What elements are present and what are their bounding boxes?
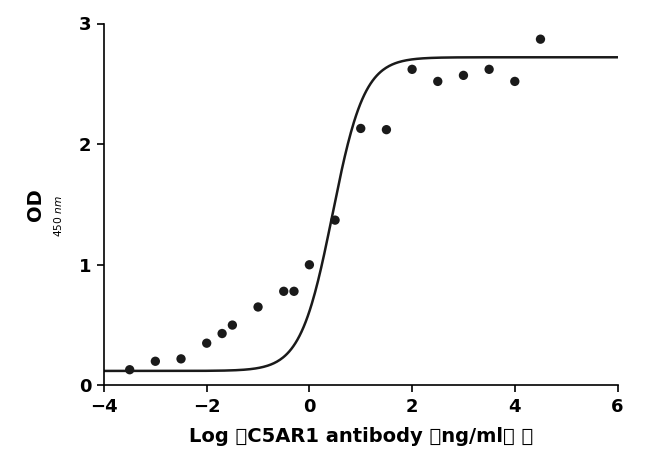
Point xyxy=(278,288,289,295)
X-axis label: Log （C5AR1 antibody （ng/ml） ）: Log （C5AR1 antibody （ng/ml） ） xyxy=(188,427,533,446)
Point xyxy=(227,321,237,329)
Point xyxy=(253,303,263,311)
Point xyxy=(356,125,366,132)
Text: $_{450\ nm}$: $_{450\ nm}$ xyxy=(51,194,66,236)
Point xyxy=(289,288,299,295)
Point xyxy=(217,330,228,337)
Point xyxy=(124,366,135,374)
Point xyxy=(381,126,391,133)
Point xyxy=(536,35,546,43)
Point xyxy=(202,339,212,347)
Text: OD: OD xyxy=(26,188,45,221)
Point xyxy=(176,355,186,363)
Point xyxy=(407,66,417,73)
Point xyxy=(510,78,520,85)
Point xyxy=(484,66,494,73)
Point xyxy=(304,261,315,268)
Point xyxy=(433,78,443,85)
Point xyxy=(330,216,341,224)
Point xyxy=(150,358,161,365)
Point xyxy=(458,71,469,79)
